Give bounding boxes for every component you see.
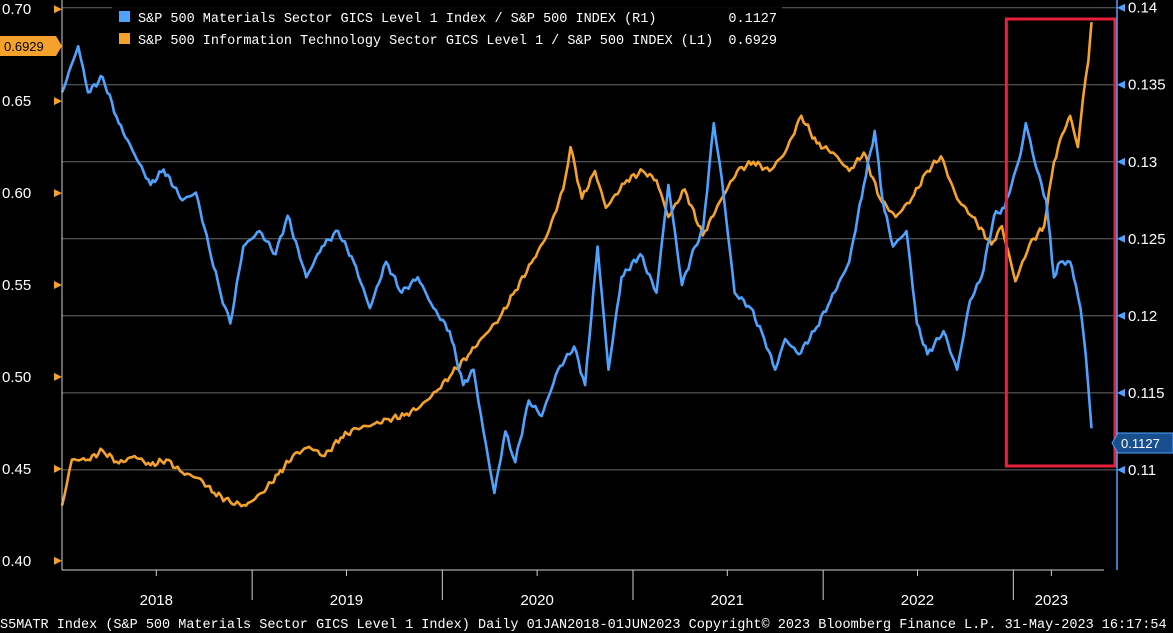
right-tick-label: 0.115: [1128, 385, 1164, 402]
right-tick-label: 0.135: [1128, 77, 1166, 94]
left-badge-value: 0.6929: [4, 39, 44, 54]
left-tick-label: 0.50: [2, 369, 31, 386]
x-tick-label: 2019: [330, 592, 363, 609]
legend: S&P 500 Materials Sector GICS Level 1 In…: [112, 4, 782, 52]
legend-value-tech: 0.6929: [728, 34, 777, 49]
right-tick-mark: [1117, 465, 1125, 474]
x-tick-label: 2023: [1035, 592, 1068, 609]
right-tick-mark: [1117, 388, 1125, 397]
x-axis-ticks: 2018 2019 2020 2021 2022 2023: [140, 570, 1068, 609]
x-tick-label: 2021: [711, 592, 744, 609]
left-tick-mark: [54, 5, 62, 14]
x-tick-label: 2022: [901, 592, 934, 609]
x-tick-label: 2018: [140, 592, 173, 609]
right-tick-mark: [1117, 157, 1125, 166]
legend-swatch-materials: [119, 11, 130, 22]
legend-value-materials: 0.1127: [728, 12, 777, 27]
footer-text: S5MATR Index (S&P 500 Materials Sector G…: [0, 618, 1167, 633]
left-tick-mark: [54, 372, 62, 381]
right-tick-label: 0.14: [1128, 0, 1157, 17]
legend-swatch-tech: [119, 33, 130, 44]
left-tick-mark: [54, 189, 62, 198]
right-badge-value: 0.1127: [1121, 436, 1160, 451]
x-tick-label: 2020: [520, 592, 553, 609]
legend-label-materials: S&P 500 Materials Sector GICS Level 1 In…: [138, 12, 656, 27]
left-axis-ticks: 0.40 0.45 0.50 0.55 0.60 0.65 0.70: [2, 1, 62, 570]
right-tick-label: 0.13: [1128, 154, 1157, 171]
gridlines: [62, 7, 1117, 471]
series-layer: [60, 22, 1093, 508]
right-tick-mark: [1117, 234, 1125, 243]
right-tick-label: 0.12: [1128, 308, 1157, 325]
annotation-layer: [1004, 17, 1117, 468]
left-tick-label: 0.55: [2, 277, 31, 294]
left-tick-label: 0.65: [2, 93, 31, 110]
left-tick-mark: [54, 464, 62, 473]
left-tick-mark: [54, 556, 62, 565]
axes: [61, 0, 1118, 571]
right-tick-label: 0.11: [1128, 462, 1156, 479]
right-tick-mark: [1117, 80, 1125, 89]
right-tick-label: 0.125: [1128, 231, 1166, 248]
year-dividers: [251, 570, 1014, 600]
right-last-value-badge: 0.1127: [1111, 432, 1173, 454]
left-tick-mark: [54, 97, 62, 106]
left-tick-label: 0.60: [2, 185, 31, 202]
legend-label-tech: S&P 500 Information Technology Sector GI…: [138, 34, 713, 49]
left-last-value-badge: 0.6929: [0, 36, 62, 56]
series-line-materials: [60, 44, 1093, 495]
left-tick-label: 0.40: [2, 553, 31, 570]
left-tick-label: 0.70: [2, 1, 31, 18]
right-tick-mark: [1117, 311, 1125, 320]
right-axis-ticks: 0.11 0.115 0.12 0.125 0.13 0.135 0.14: [1117, 0, 1166, 479]
highlight-rectangle: [1004, 17, 1117, 468]
right-tick-mark: [1117, 3, 1125, 12]
left-tick-mark: [54, 281, 62, 289]
series-line-tech: [60, 22, 1093, 508]
left-tick-label: 0.45: [2, 461, 31, 478]
